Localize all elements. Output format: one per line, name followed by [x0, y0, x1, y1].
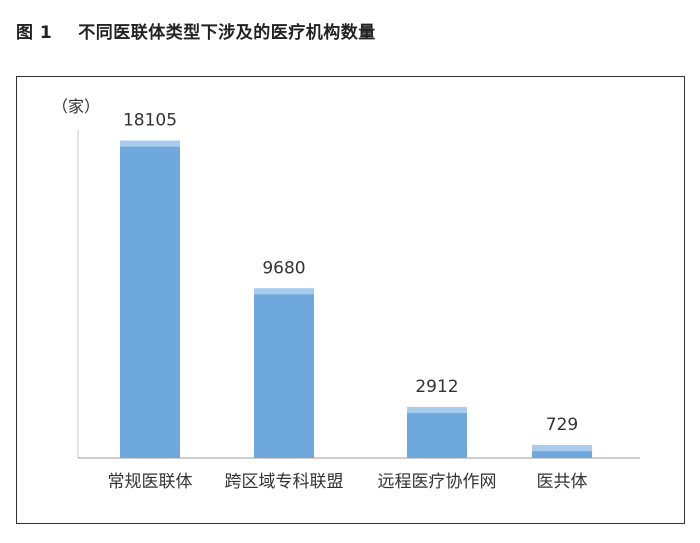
bar-value-label: 2912 [415, 377, 458, 397]
bar-value-label: 18105 [123, 111, 177, 131]
chart-frame [16, 76, 685, 524]
x-tick-label: 远程医疗协作网 [378, 472, 497, 492]
bar-2 [254, 288, 314, 458]
bar-value-label: 729 [546, 415, 578, 435]
bar-3 [407, 406, 467, 458]
x-tick-label: 跨区域专科联盟 [225, 472, 344, 492]
bar-value-label: 9680 [262, 258, 305, 278]
bar-2-highlight [254, 288, 314, 295]
bar-4-highlight [532, 445, 592, 452]
x-tick-label: 医共体 [537, 472, 588, 492]
x-tick-label: 常规医联体 [108, 472, 193, 492]
figure-title: 图 1 不同医联体类型下涉及的医疗机构数量 [16, 18, 376, 43]
bar-1 [120, 140, 180, 458]
figure-number: 图 1 [16, 23, 53, 43]
figure-caption: 不同医联体类型下涉及的医疗机构数量 [78, 23, 376, 43]
bar-series: 18105 常规医联体 9680 跨区域专科联盟 2912 远程医疗协作网 729 医共体 [108, 111, 592, 492]
y-axis-unit-label: （家） [52, 97, 100, 116]
bar-3-highlight [407, 406, 467, 413]
bar-1-highlight [120, 140, 180, 147]
